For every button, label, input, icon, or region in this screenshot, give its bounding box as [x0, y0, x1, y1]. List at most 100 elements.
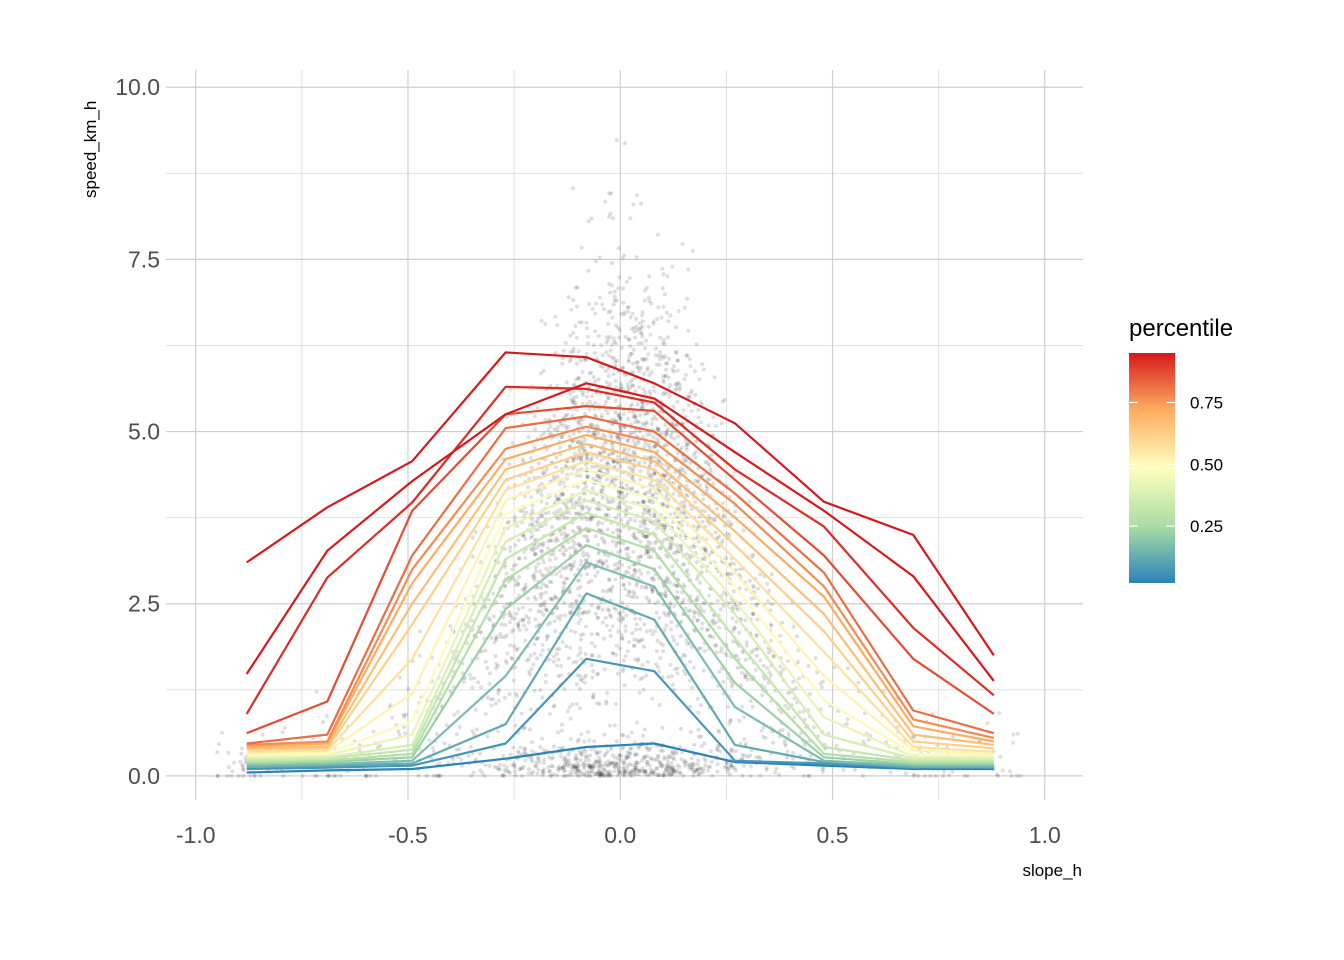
scatter-point — [661, 773, 666, 778]
scatter-point — [687, 766, 692, 771]
scatter-point — [574, 766, 579, 771]
scatter-point — [510, 657, 515, 661]
scatter-point — [588, 518, 593, 522]
scatter-point — [644, 673, 649, 678]
scatter-point — [312, 773, 317, 778]
scatter-point — [670, 751, 675, 756]
scatter-point — [653, 353, 658, 358]
scatter-point — [688, 730, 693, 735]
scatter-point — [594, 506, 599, 511]
scatter-point — [571, 431, 576, 436]
scatter-point — [655, 317, 660, 321]
scatter-point — [544, 447, 549, 452]
scatter-point — [594, 259, 598, 264]
scatter-point — [602, 753, 607, 758]
scatter-point — [479, 685, 484, 690]
scatter-point — [616, 671, 620, 676]
scatter-point — [522, 513, 527, 518]
scatter-point — [607, 628, 612, 633]
scatter-point — [559, 664, 564, 668]
scatter-point — [643, 490, 648, 495]
scatter-point — [707, 633, 712, 638]
scatter-point — [530, 759, 535, 764]
scatter-point — [727, 532, 732, 537]
scatter-point — [674, 422, 679, 427]
scatter-point — [689, 765, 694, 770]
scatter-point — [574, 304, 579, 309]
scatter-point — [338, 773, 343, 778]
scatter-point — [639, 365, 643, 370]
scatter-point — [643, 754, 648, 759]
scatter-point — [586, 762, 591, 767]
scatter-point — [551, 755, 556, 760]
scatter-point — [750, 555, 755, 559]
scatter-point — [576, 440, 580, 445]
scatter-point — [648, 512, 653, 517]
scatter-point — [573, 757, 578, 762]
scatter-point — [598, 758, 603, 763]
scatter-point — [634, 316, 639, 321]
scatter-point — [539, 488, 544, 493]
scatter-point — [677, 387, 682, 392]
scatter-point — [619, 345, 624, 350]
scatter-point — [624, 508, 629, 513]
scatter-point — [600, 365, 605, 369]
scatter-point — [696, 525, 700, 530]
scatter-point — [675, 368, 680, 373]
scatter-point — [623, 628, 628, 633]
scatter-point — [657, 489, 662, 493]
scatter-point — [755, 617, 760, 622]
scatter-point — [587, 371, 592, 376]
scatter-point — [641, 733, 646, 738]
scatter-point — [620, 562, 625, 567]
scatter-point — [546, 754, 551, 759]
scatter-point — [786, 691, 791, 696]
scatter-point — [636, 366, 641, 371]
scatter-point — [696, 758, 701, 763]
scatter-point — [529, 667, 534, 672]
scatter-point — [742, 737, 747, 742]
scatter-point — [547, 712, 552, 716]
scatter-point — [628, 517, 633, 522]
scatter-point — [483, 659, 488, 664]
scatter-point — [682, 512, 687, 517]
scatter-point — [748, 753, 753, 758]
scatter-point — [676, 486, 681, 490]
scatter-point — [636, 760, 641, 765]
scatter-point — [634, 622, 639, 627]
scatter-point — [504, 661, 509, 665]
scatter-point — [396, 729, 401, 734]
scatter-point — [543, 583, 548, 588]
scatter-point — [575, 764, 580, 769]
scatter-point — [538, 688, 543, 692]
scatter-point — [424, 773, 429, 778]
scatter-point — [646, 295, 651, 300]
scatter-point — [616, 629, 621, 634]
scatter-point — [633, 753, 638, 758]
scatter-point — [670, 634, 675, 639]
scatter-point — [639, 554, 644, 559]
scatter-point — [630, 631, 635, 636]
scatter-point — [517, 556, 522, 561]
percentile-line — [246, 561, 994, 767]
scatter-point — [522, 494, 527, 499]
scatter-point — [664, 578, 669, 583]
scatter-point — [632, 325, 636, 330]
scatter-point — [763, 736, 768, 740]
scatter-point — [769, 572, 774, 577]
scatter-point — [522, 534, 527, 539]
scatter-point — [651, 768, 656, 773]
scatter-point — [498, 632, 503, 637]
scatter-point — [625, 438, 630, 443]
scatter-point — [661, 643, 666, 648]
axes: -1.0 -0.5 0.0 0.5 1.00.02.55.07.510.0 — [115, 74, 1061, 848]
scatter-point — [577, 578, 582, 583]
scatter-point — [577, 542, 582, 547]
scatter-point — [726, 600, 731, 605]
scatter-point — [566, 295, 571, 300]
scatter-point — [327, 773, 332, 778]
scatter-point — [620, 366, 625, 371]
scatter-point — [549, 597, 554, 602]
scatter-point — [779, 710, 784, 715]
scatter-point — [691, 773, 696, 778]
